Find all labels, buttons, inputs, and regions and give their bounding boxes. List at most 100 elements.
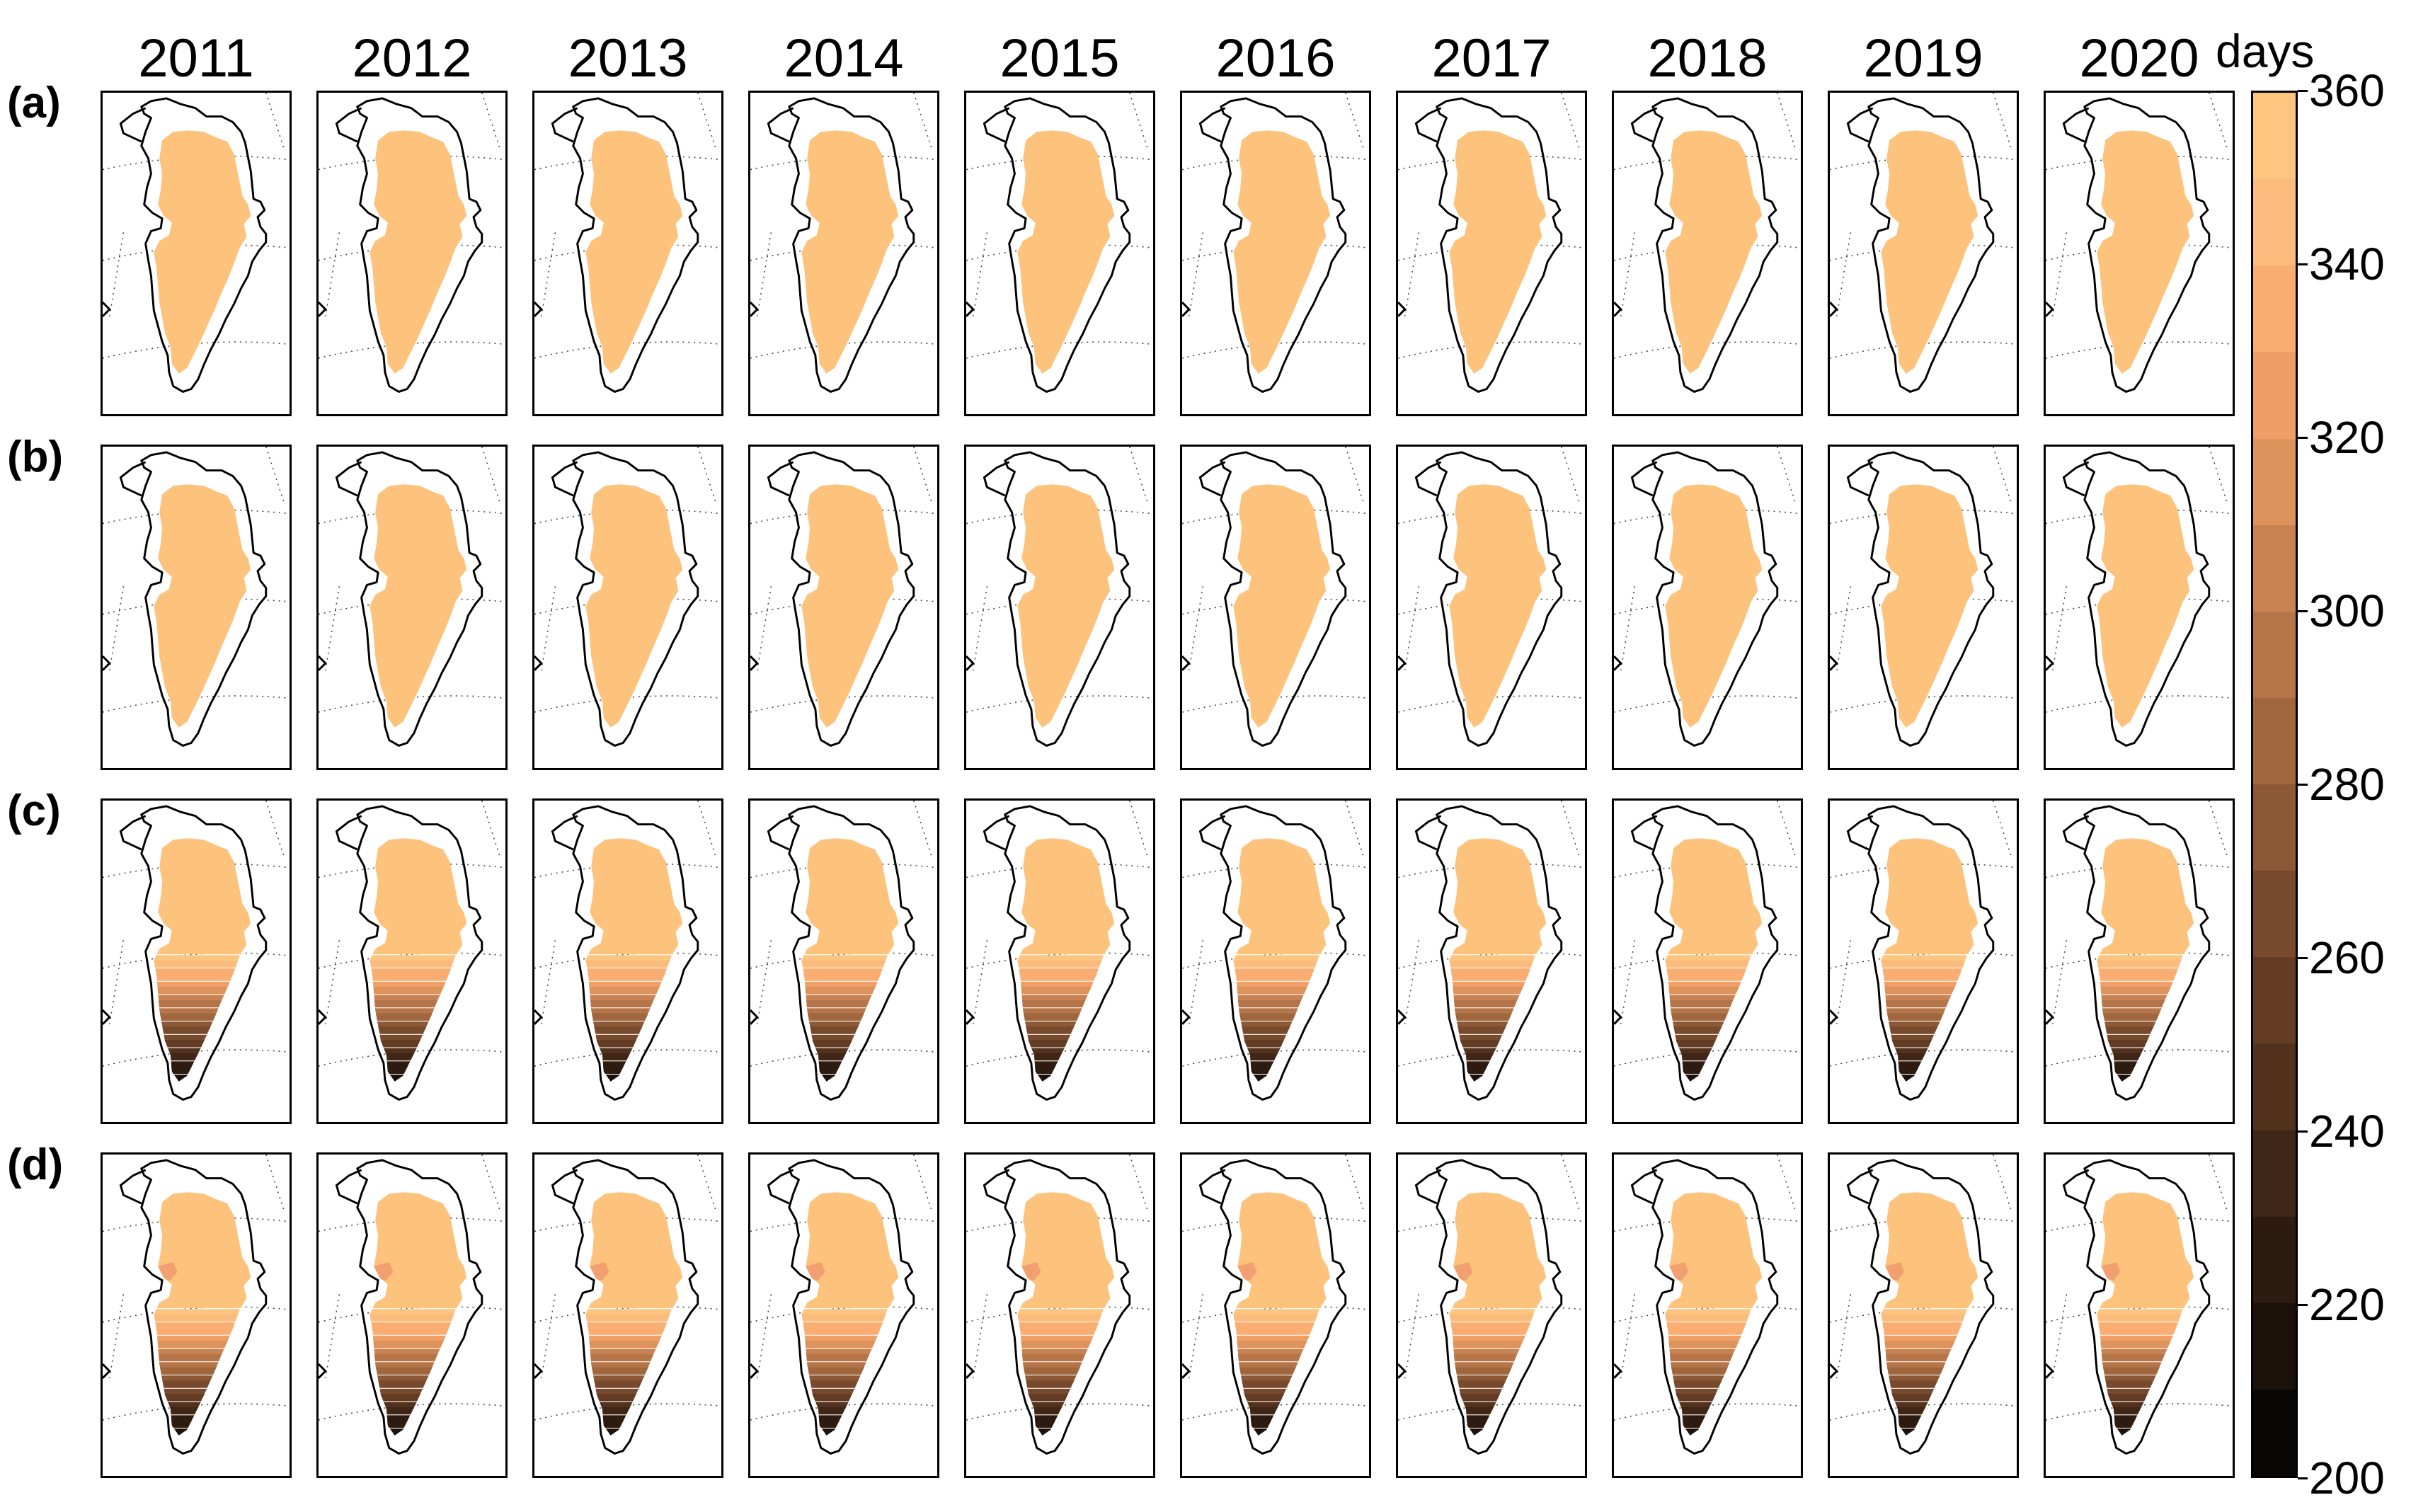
map-panel xyxy=(748,91,939,416)
ice-sheet-field xyxy=(2097,484,2194,728)
coastline-baffin xyxy=(750,1363,759,1379)
graticule-line xyxy=(1620,1294,1636,1378)
graticule-line xyxy=(481,447,500,503)
colorbar-tick-mark xyxy=(2298,956,2308,959)
graticule-line xyxy=(103,1306,290,1323)
coastline xyxy=(1004,1159,1131,1455)
greenland-map xyxy=(750,1155,937,1455)
coastline xyxy=(1004,805,1131,1101)
colorbar-tick-label: 340 xyxy=(2309,239,2385,290)
graticule-line xyxy=(913,93,932,149)
map-panel xyxy=(2044,445,2235,770)
coastline-baffin xyxy=(534,1009,543,1025)
map-panel xyxy=(1396,1152,1587,1478)
ice-sheet-field xyxy=(370,484,467,728)
colorbar-segment xyxy=(2253,93,2296,180)
coastline xyxy=(1220,805,1347,1101)
greenland-map xyxy=(1398,447,1585,747)
greenland-map xyxy=(1830,93,2017,393)
graticule-line xyxy=(534,952,721,969)
coastline xyxy=(1004,97,1131,393)
greenland-map xyxy=(103,93,290,393)
colorbar-segment xyxy=(2253,351,2296,439)
graticule-line xyxy=(1129,1155,1148,1211)
map-panel xyxy=(532,445,723,770)
coastline-baffin xyxy=(1830,1009,1838,1025)
ice-sheet-field xyxy=(154,484,251,728)
greenland-map xyxy=(534,447,721,747)
coastline xyxy=(1867,1159,1995,1455)
greenland-map xyxy=(1614,93,1801,393)
colorbar-tick-label: 200 xyxy=(2309,1453,2385,1504)
greenland-map xyxy=(1830,447,2017,747)
ice-sheet-field xyxy=(585,484,683,728)
ice-sheet-field xyxy=(1017,130,1115,374)
colorbar-unit-label: days xyxy=(2216,25,2315,77)
ice-sheet-field xyxy=(1881,484,1978,728)
coastline xyxy=(1004,451,1131,747)
coastline-ellesmere xyxy=(767,815,794,851)
coastline xyxy=(1867,805,1995,1101)
greenland-map xyxy=(966,447,1153,747)
colorbar-segment xyxy=(2253,1043,2296,1130)
greenland-map xyxy=(2046,447,2233,747)
graticule-line xyxy=(973,940,988,1024)
map-panel xyxy=(1828,445,2019,770)
greenland-map xyxy=(1182,1155,1369,1455)
coastline-baffin xyxy=(319,1009,327,1025)
greenland-map xyxy=(1398,801,1585,1101)
colorbar-tick-label: 280 xyxy=(2309,759,2385,810)
colorbar-tick-label: 360 xyxy=(2309,65,2385,116)
coastline xyxy=(1651,97,1779,393)
graticule-line xyxy=(1993,801,2012,857)
graticule-line xyxy=(1830,952,2017,969)
greenland-map xyxy=(1614,1155,1801,1455)
graticule-line xyxy=(2209,801,2228,857)
coastline-baffin xyxy=(1830,1363,1838,1379)
coastline-baffin xyxy=(103,655,111,671)
ice-sheet-field xyxy=(370,130,467,374)
graticule-line xyxy=(1993,447,2012,503)
ice-sheet-field xyxy=(1881,130,1978,374)
coastline xyxy=(140,451,268,747)
map-panel xyxy=(101,798,292,1124)
coastline-ellesmere xyxy=(335,461,362,497)
coastline-ellesmere xyxy=(335,815,362,851)
graticule-line xyxy=(1398,1306,1585,1323)
map-panel xyxy=(1180,1152,1371,1478)
map-panel xyxy=(964,445,1155,770)
graticule-line xyxy=(2046,1306,2233,1323)
map-panel xyxy=(964,798,1155,1124)
coastline xyxy=(1651,805,1779,1101)
greenland-map xyxy=(534,93,721,393)
graticule-line xyxy=(1182,1306,1369,1323)
graticule-line xyxy=(913,447,932,503)
greenland-map xyxy=(103,447,290,747)
graticule-line xyxy=(966,1306,1153,1323)
graticule-line xyxy=(1182,952,1369,969)
map-panel xyxy=(1396,91,1587,416)
graticule-line xyxy=(1620,586,1636,670)
coastline-ellesmere xyxy=(335,1169,362,1205)
map-panel xyxy=(316,1152,508,1478)
coastline-baffin xyxy=(319,302,327,317)
year-label: 2012 xyxy=(352,28,472,88)
greenland-map xyxy=(103,801,290,1101)
graticule-line xyxy=(2052,1294,2068,1378)
graticule-line xyxy=(757,586,772,670)
graticule-line xyxy=(265,1155,285,1211)
graticule-line xyxy=(1993,93,2012,149)
graticule-line xyxy=(2209,447,2228,503)
greenland-map xyxy=(2046,1155,2233,1455)
colorbar-tick-mark xyxy=(2298,783,2308,786)
graticule-line xyxy=(697,93,716,149)
coastline xyxy=(788,97,915,393)
graticule-line xyxy=(325,232,340,316)
map-panel xyxy=(532,798,723,1124)
greenland-map xyxy=(750,93,937,393)
coastline-baffin xyxy=(1182,655,1191,671)
graticule-line xyxy=(966,952,1153,969)
graticule-line xyxy=(697,801,716,857)
coastline-ellesmere xyxy=(767,107,794,143)
coastline-baffin xyxy=(534,302,543,317)
